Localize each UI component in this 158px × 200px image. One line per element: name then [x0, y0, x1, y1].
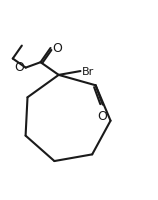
Text: O: O	[98, 109, 108, 122]
Text: O: O	[14, 61, 24, 74]
Text: Br: Br	[82, 67, 95, 77]
Text: O: O	[52, 41, 62, 54]
